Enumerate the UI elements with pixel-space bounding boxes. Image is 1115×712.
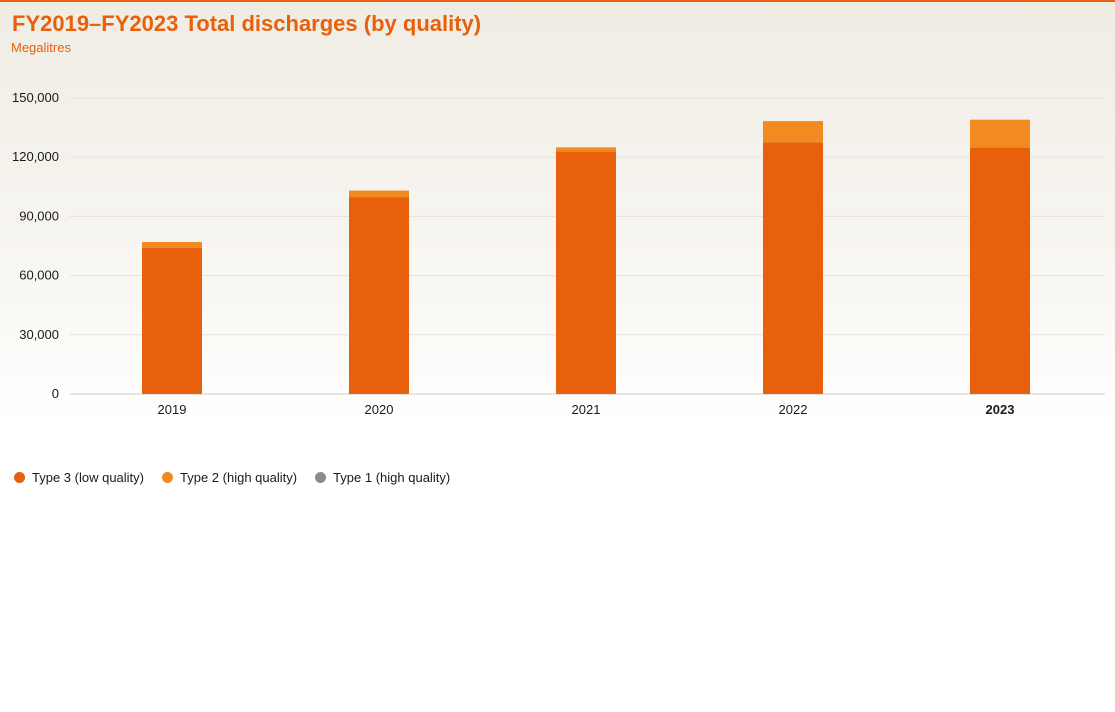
legend-swatch [14, 472, 25, 483]
bars [142, 119, 1030, 394]
bar-segment-2023-series-1[interactable] [970, 119, 1030, 148]
bar-segment-2019-series-0[interactable] [142, 247, 202, 394]
y-tick-label: 0 [52, 386, 59, 401]
bar-segment-2021-series-0[interactable] [556, 151, 616, 394]
bar-segment-2021-series-1[interactable] [556, 147, 616, 152]
legend-swatch [315, 472, 327, 483]
x-tick-label: 2023 [986, 402, 1015, 417]
legend-swatch [162, 472, 173, 483]
y-axis: 0 30,000 60,000 90,000 120,000 150,000 [12, 90, 59, 401]
y-tick-label: 120,000 [12, 149, 59, 164]
top-accent-rule [0, 0, 1115, 2]
legend-item-type-2[interactable]: Type 2 (high quality) [162, 470, 297, 485]
bar-segment-2022-series-0[interactable] [763, 142, 823, 394]
bar-segment-2019-series-1[interactable] [142, 242, 202, 248]
y-tick-label: 150,000 [12, 90, 59, 105]
chart-legend: Type 3 (low quality) Type 2 (high qualit… [14, 470, 450, 485]
bar-segment-2023-series-0[interactable] [970, 147, 1030, 394]
chart-title: FY2019–FY2023 Total discharges (by quali… [12, 11, 482, 36]
legend-label: Type 2 (high quality) [180, 470, 298, 485]
legend-item-type-3[interactable]: Type 3 (low quality) [14, 470, 144, 485]
bar-segment-2020-series-1[interactable] [349, 190, 409, 198]
y-tick-label: 90,000 [19, 208, 59, 223]
legend-label: Type 3 (low quality) [32, 470, 144, 485]
bar-segment-2022-series-1[interactable] [763, 121, 823, 143]
legend-label: Type 1 (high quality) [333, 470, 451, 485]
x-tick-label: 2022 [779, 402, 808, 417]
y-tick-label: 60,000 [19, 268, 59, 283]
x-axis: 2019 2020 2021 2022 2023 [158, 402, 1015, 417]
chart-subtitle-unit: Megalitres [11, 40, 71, 55]
y-tick-label: 30,000 [19, 327, 59, 342]
x-tick-label: 2019 [158, 402, 187, 417]
legend-item-type-1[interactable]: Type 1 (high quality) [315, 470, 450, 485]
bar-segment-2020-series-0[interactable] [349, 197, 409, 394]
x-tick-label: 2021 [572, 402, 601, 417]
x-tick-label: 2020 [365, 402, 394, 417]
